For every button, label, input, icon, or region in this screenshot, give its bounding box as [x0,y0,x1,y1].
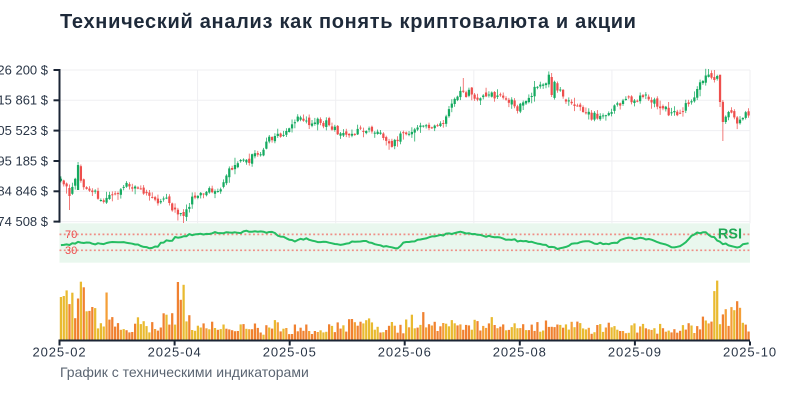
svg-text:70: 70 [65,229,77,241]
svg-text:84 846 $: 84 846 $ [0,184,49,199]
svg-text:2025-05: 2025-05 [263,345,317,360]
svg-text:2025-09: 2025-09 [608,345,662,360]
svg-text:2025-06: 2025-06 [378,345,432,360]
svg-text:74 508 $: 74 508 $ [0,214,49,229]
svg-text:95 185 $: 95 185 $ [0,153,49,168]
svg-text:RSI: RSI [718,227,742,243]
svg-text:30: 30 [65,245,77,257]
svg-text:105 523 $: 105 523 $ [0,123,49,138]
svg-text:2025-08: 2025-08 [493,345,547,360]
svg-text:2025-10: 2025-10 [723,345,777,360]
svg-text:126 200 $: 126 200 $ [0,62,49,77]
svg-text:2025-04: 2025-04 [148,345,202,360]
svg-text:2025-02: 2025-02 [32,345,86,360]
svg-text:115 861 $: 115 861 $ [0,93,49,108]
